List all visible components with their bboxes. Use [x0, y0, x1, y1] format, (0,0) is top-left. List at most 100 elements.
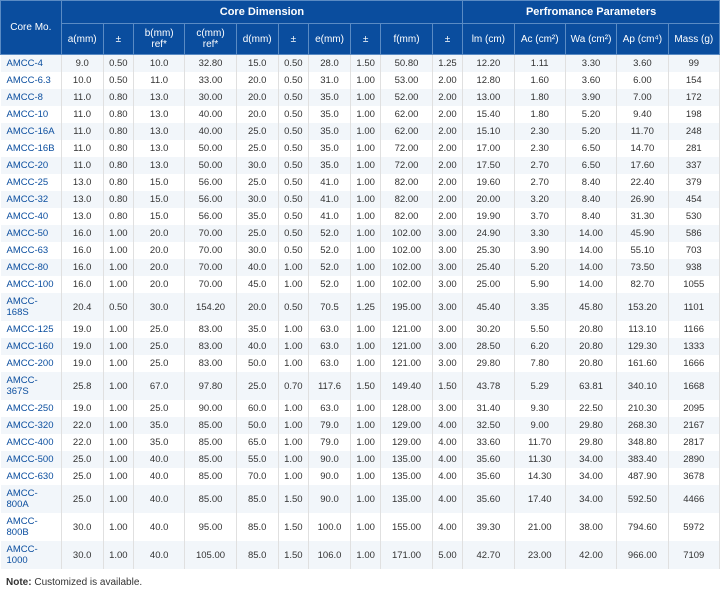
col-b: b(mm) ref* — [134, 24, 185, 55]
cell-value: 99 — [668, 55, 719, 73]
cell-core-mo: AMCC-500 — [1, 451, 62, 468]
cell-value: 40.00 — [185, 123, 236, 140]
cell-value: 52.0 — [309, 242, 351, 259]
cell-value: 0.50 — [103, 293, 133, 321]
cell-core-mo: AMCC-200 — [1, 355, 62, 372]
cell-core-mo: AMCC-400 — [1, 434, 62, 451]
cell-value: 7.80 — [514, 355, 565, 372]
cell-core-mo: AMCC-10 — [1, 106, 62, 123]
cell-value: 25.40 — [463, 259, 514, 276]
cell-value: 26.90 — [617, 191, 668, 208]
cell-value: 35.0 — [309, 123, 351, 140]
cell-value: 31.40 — [463, 400, 514, 417]
cell-value: 20.80 — [565, 355, 616, 372]
cell-value: 121.00 — [381, 355, 432, 372]
cell-value: 1.00 — [351, 208, 381, 225]
cell-value: 22.40 — [617, 174, 668, 191]
cell-value: 19.0 — [61, 355, 103, 372]
cell-value: 15.0 — [236, 55, 278, 73]
cell-value: 25.8 — [61, 372, 103, 400]
cell-value: 1.50 — [278, 485, 308, 513]
cell-value: 35.0 — [309, 157, 351, 174]
cell-value: 12.80 — [463, 72, 514, 89]
cell-value: 0.70 — [278, 372, 308, 400]
cell-value: 19.60 — [463, 174, 514, 191]
cell-value: 1.00 — [278, 400, 308, 417]
cell-value: 6.50 — [565, 157, 616, 174]
cell-value: 40.0 — [134, 485, 185, 513]
cell-value: 1.00 — [103, 400, 133, 417]
cell-value: 82.70 — [617, 276, 668, 293]
cell-value: 3.60 — [565, 72, 616, 89]
cell-value: 53.00 — [381, 72, 432, 89]
cell-value: 1668 — [668, 372, 719, 400]
cell-value: 25.0 — [61, 485, 103, 513]
cell-value: 62.00 — [381, 106, 432, 123]
cell-value: 13.00 — [463, 89, 514, 106]
cell-value: 40.00 — [185, 106, 236, 123]
cell-value: 1.00 — [351, 355, 381, 372]
cell-value: 5.20 — [565, 106, 616, 123]
cell-value: 14.00 — [565, 276, 616, 293]
table-row: AMCC-50025.01.0040.085.0055.01.0090.01.0… — [1, 451, 720, 468]
cell-value: 35.0 — [134, 417, 185, 434]
cell-value: 3678 — [668, 468, 719, 485]
cell-value: 161.60 — [617, 355, 668, 372]
cell-value: 0.80 — [103, 89, 133, 106]
cell-value: 23.00 — [514, 541, 565, 569]
col-ap: Ap (cm⁴) — [617, 24, 668, 55]
cell-value: 1.00 — [278, 321, 308, 338]
cell-value: 85.0 — [236, 513, 278, 541]
cell-value: 25.0 — [236, 372, 278, 400]
col-core-mo: Core Mo. — [1, 1, 62, 55]
cell-value: 0.50 — [278, 225, 308, 242]
cell-value: 1.00 — [351, 242, 381, 259]
cell-value: 1.00 — [103, 372, 133, 400]
cell-value: 268.30 — [617, 417, 668, 434]
cell-value: 1.00 — [103, 417, 133, 434]
cell-value: 60.0 — [236, 400, 278, 417]
cell-value: 17.50 — [463, 157, 514, 174]
cell-value: 1.80 — [514, 106, 565, 123]
cell-value: 794.60 — [617, 513, 668, 541]
cell-value: 3.00 — [432, 338, 463, 355]
cell-value: 35.60 — [463, 451, 514, 468]
cell-core-mo: AMCC-80 — [1, 259, 62, 276]
col-f: f(mm) — [381, 24, 432, 55]
cell-value: 149.40 — [381, 372, 432, 400]
cell-value: 40.0 — [134, 513, 185, 541]
cell-core-mo: AMCC-125 — [1, 321, 62, 338]
cell-core-mo: AMCC-320 — [1, 417, 62, 434]
cell-value: 102.00 — [381, 225, 432, 242]
cell-value: 97.80 — [185, 372, 236, 400]
cell-core-mo: AMCC-250 — [1, 400, 62, 417]
cell-core-mo: AMCC-4 — [1, 55, 62, 73]
note-text: Customized is available. — [32, 577, 143, 588]
cell-value: 19.0 — [61, 338, 103, 355]
cell-core-mo: AMCC-8 — [1, 89, 62, 106]
cell-value: 1.00 — [351, 276, 381, 293]
cell-value: 29.80 — [565, 417, 616, 434]
cell-value: 70.00 — [185, 225, 236, 242]
cell-value: 4.00 — [432, 434, 463, 451]
cell-value: 30.00 — [185, 89, 236, 106]
cell-value: 1.00 — [351, 451, 381, 468]
cell-value: 0.50 — [278, 89, 308, 106]
cell-core-mo: AMCC-100 — [1, 276, 62, 293]
cell-value: 13.0 — [134, 140, 185, 157]
cell-value: 15.0 — [134, 208, 185, 225]
cell-value: 1.00 — [351, 485, 381, 513]
cell-value: 3.00 — [432, 242, 463, 259]
cell-value: 703 — [668, 242, 719, 259]
cell-value: 2.00 — [432, 89, 463, 106]
cell-value: 13.0 — [61, 174, 103, 191]
cell-value: 11.0 — [61, 157, 103, 174]
cell-value: 11.0 — [134, 72, 185, 89]
cell-value: 22.0 — [61, 417, 103, 434]
cell-value: 210.30 — [617, 400, 668, 417]
cell-value: 1.00 — [103, 259, 133, 276]
cell-value: 1.00 — [103, 513, 133, 541]
cell-value: 1.00 — [351, 72, 381, 89]
cell-value: 4.00 — [432, 468, 463, 485]
cell-value: 383.40 — [617, 451, 668, 468]
